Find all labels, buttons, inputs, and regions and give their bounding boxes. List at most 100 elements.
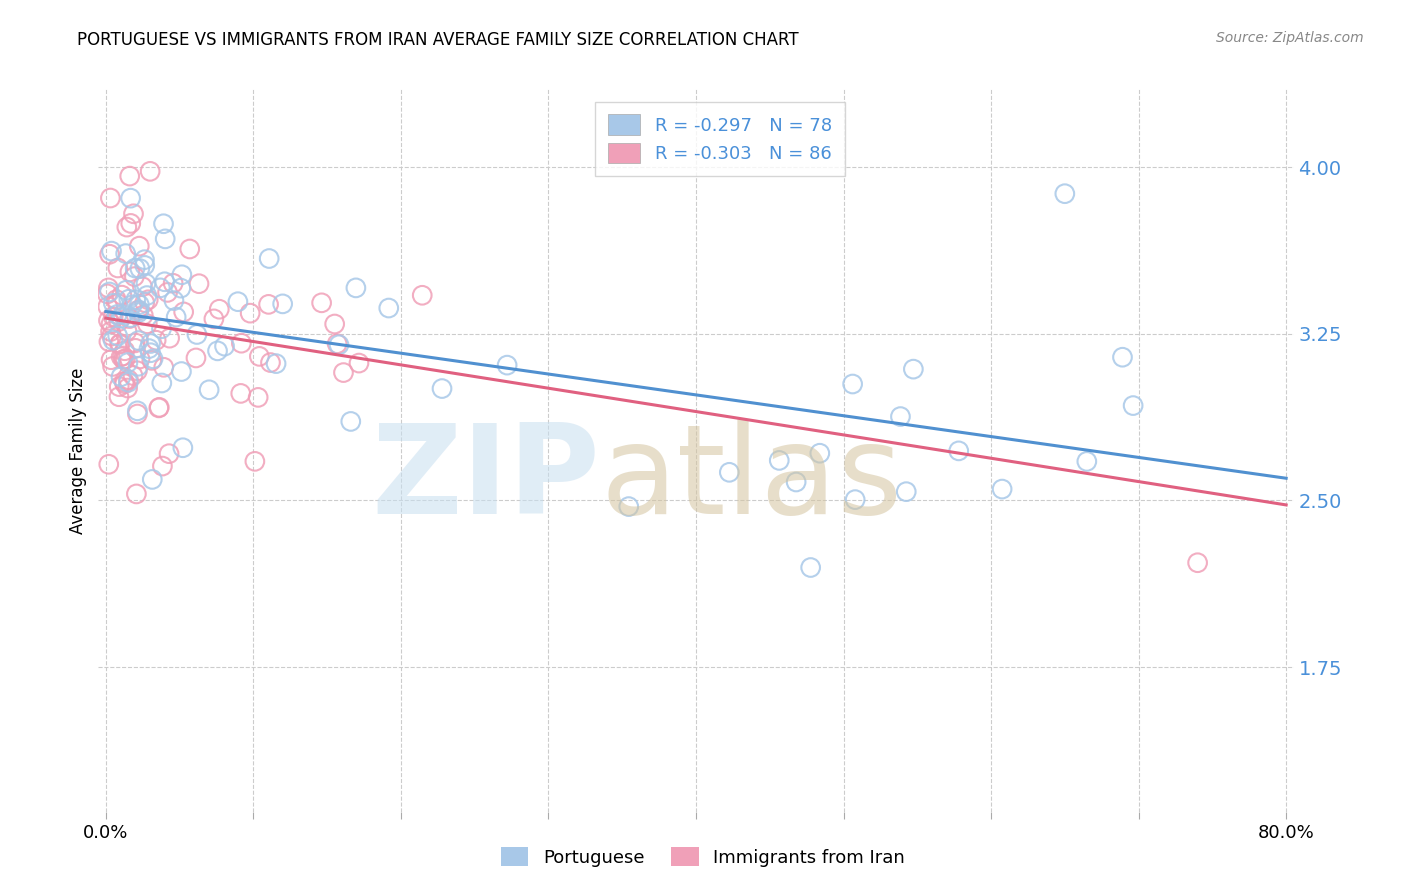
- Point: [800, 560, 823, 574]
- Point: [100, 191, 122, 205]
- Point: [768, 453, 790, 467]
- Point: [135, 277, 157, 291]
- Point: [100, 329, 122, 343]
- Point: [159, 331, 181, 345]
- Point: [118, 292, 141, 306]
- Point: [127, 404, 149, 418]
- Point: [108, 379, 131, 393]
- Point: [127, 364, 149, 378]
- Point: [124, 342, 146, 356]
- Point: [153, 232, 176, 246]
- Point: [239, 306, 262, 320]
- Point: [129, 351, 152, 366]
- Point: [1122, 399, 1144, 413]
- Point: [97, 300, 120, 314]
- Point: [198, 383, 221, 397]
- Point: [131, 279, 153, 293]
- Point: [344, 281, 367, 295]
- Point: [128, 239, 150, 253]
- Point: [115, 220, 138, 235]
- Point: [114, 376, 136, 391]
- Point: [115, 283, 138, 297]
- Point: [184, 351, 207, 365]
- Point: [247, 350, 270, 364]
- Point: [105, 296, 128, 310]
- Point: [117, 376, 139, 390]
- Point: [226, 294, 249, 309]
- Point: [150, 376, 173, 390]
- Point: [141, 472, 163, 486]
- Point: [145, 333, 167, 347]
- Point: [150, 322, 173, 336]
- Point: [121, 298, 143, 312]
- Point: [111, 349, 134, 363]
- Point: [134, 295, 156, 310]
- Point: [208, 302, 231, 317]
- Text: atlas: atlas: [600, 419, 903, 540]
- Point: [136, 293, 159, 307]
- Point: [127, 303, 149, 318]
- Point: [112, 352, 135, 367]
- Point: [141, 353, 163, 368]
- Point: [125, 293, 148, 307]
- Point: [323, 317, 346, 331]
- Point: [128, 334, 150, 348]
- Point: [108, 336, 131, 351]
- Point: [139, 345, 162, 359]
- Point: [214, 339, 236, 353]
- Point: [134, 259, 156, 273]
- Point: [257, 252, 280, 266]
- Point: [107, 260, 129, 275]
- Point: [152, 459, 174, 474]
- Point: [139, 336, 162, 351]
- Point: [105, 293, 128, 307]
- Point: [114, 246, 136, 260]
- Point: [97, 313, 120, 327]
- Point: [149, 281, 172, 295]
- Point: [97, 334, 120, 349]
- Point: [101, 359, 124, 374]
- Point: [991, 482, 1014, 496]
- Point: [202, 311, 225, 326]
- Point: [170, 365, 193, 379]
- Point: [136, 317, 159, 331]
- Point: [128, 305, 150, 319]
- Point: [128, 303, 150, 318]
- Point: [163, 293, 186, 308]
- Legend: Portuguese, Immigrants from Iran: Portuguese, Immigrants from Iran: [494, 840, 912, 874]
- Point: [207, 343, 229, 358]
- Point: [231, 336, 253, 351]
- Point: [1053, 186, 1076, 201]
- Text: ZIP: ZIP: [371, 419, 600, 540]
- Point: [112, 375, 135, 389]
- Point: [139, 164, 162, 178]
- Y-axis label: Average Family Size: Average Family Size: [69, 368, 87, 533]
- Point: [808, 446, 831, 460]
- Point: [100, 244, 122, 259]
- Point: [186, 327, 208, 342]
- Point: [152, 360, 174, 375]
- Point: [173, 305, 195, 319]
- Legend: R = -0.297   N = 78, R = -0.303   N = 86: R = -0.297 N = 78, R = -0.303 N = 86: [595, 102, 845, 176]
- Point: [179, 242, 201, 256]
- Point: [378, 301, 401, 315]
- Point: [111, 308, 134, 322]
- Point: [105, 308, 128, 322]
- Point: [617, 500, 640, 514]
- Point: [111, 288, 134, 302]
- Point: [311, 295, 333, 310]
- Point: [948, 443, 970, 458]
- Point: [430, 382, 453, 396]
- Point: [127, 359, 149, 374]
- Point: [264, 357, 287, 371]
- Point: [326, 336, 349, 351]
- Point: [1187, 556, 1209, 570]
- Point: [142, 351, 165, 366]
- Point: [156, 285, 179, 300]
- Text: PORTUGUESE VS IMMIGRANTS FROM IRAN AVERAGE FAMILY SIZE CORRELATION CHART: PORTUGUESE VS IMMIGRANTS FROM IRAN AVERA…: [77, 31, 799, 49]
- Point: [98, 247, 121, 261]
- Point: [97, 281, 120, 295]
- Point: [100, 317, 122, 331]
- Point: [1076, 454, 1098, 468]
- Point: [411, 288, 433, 302]
